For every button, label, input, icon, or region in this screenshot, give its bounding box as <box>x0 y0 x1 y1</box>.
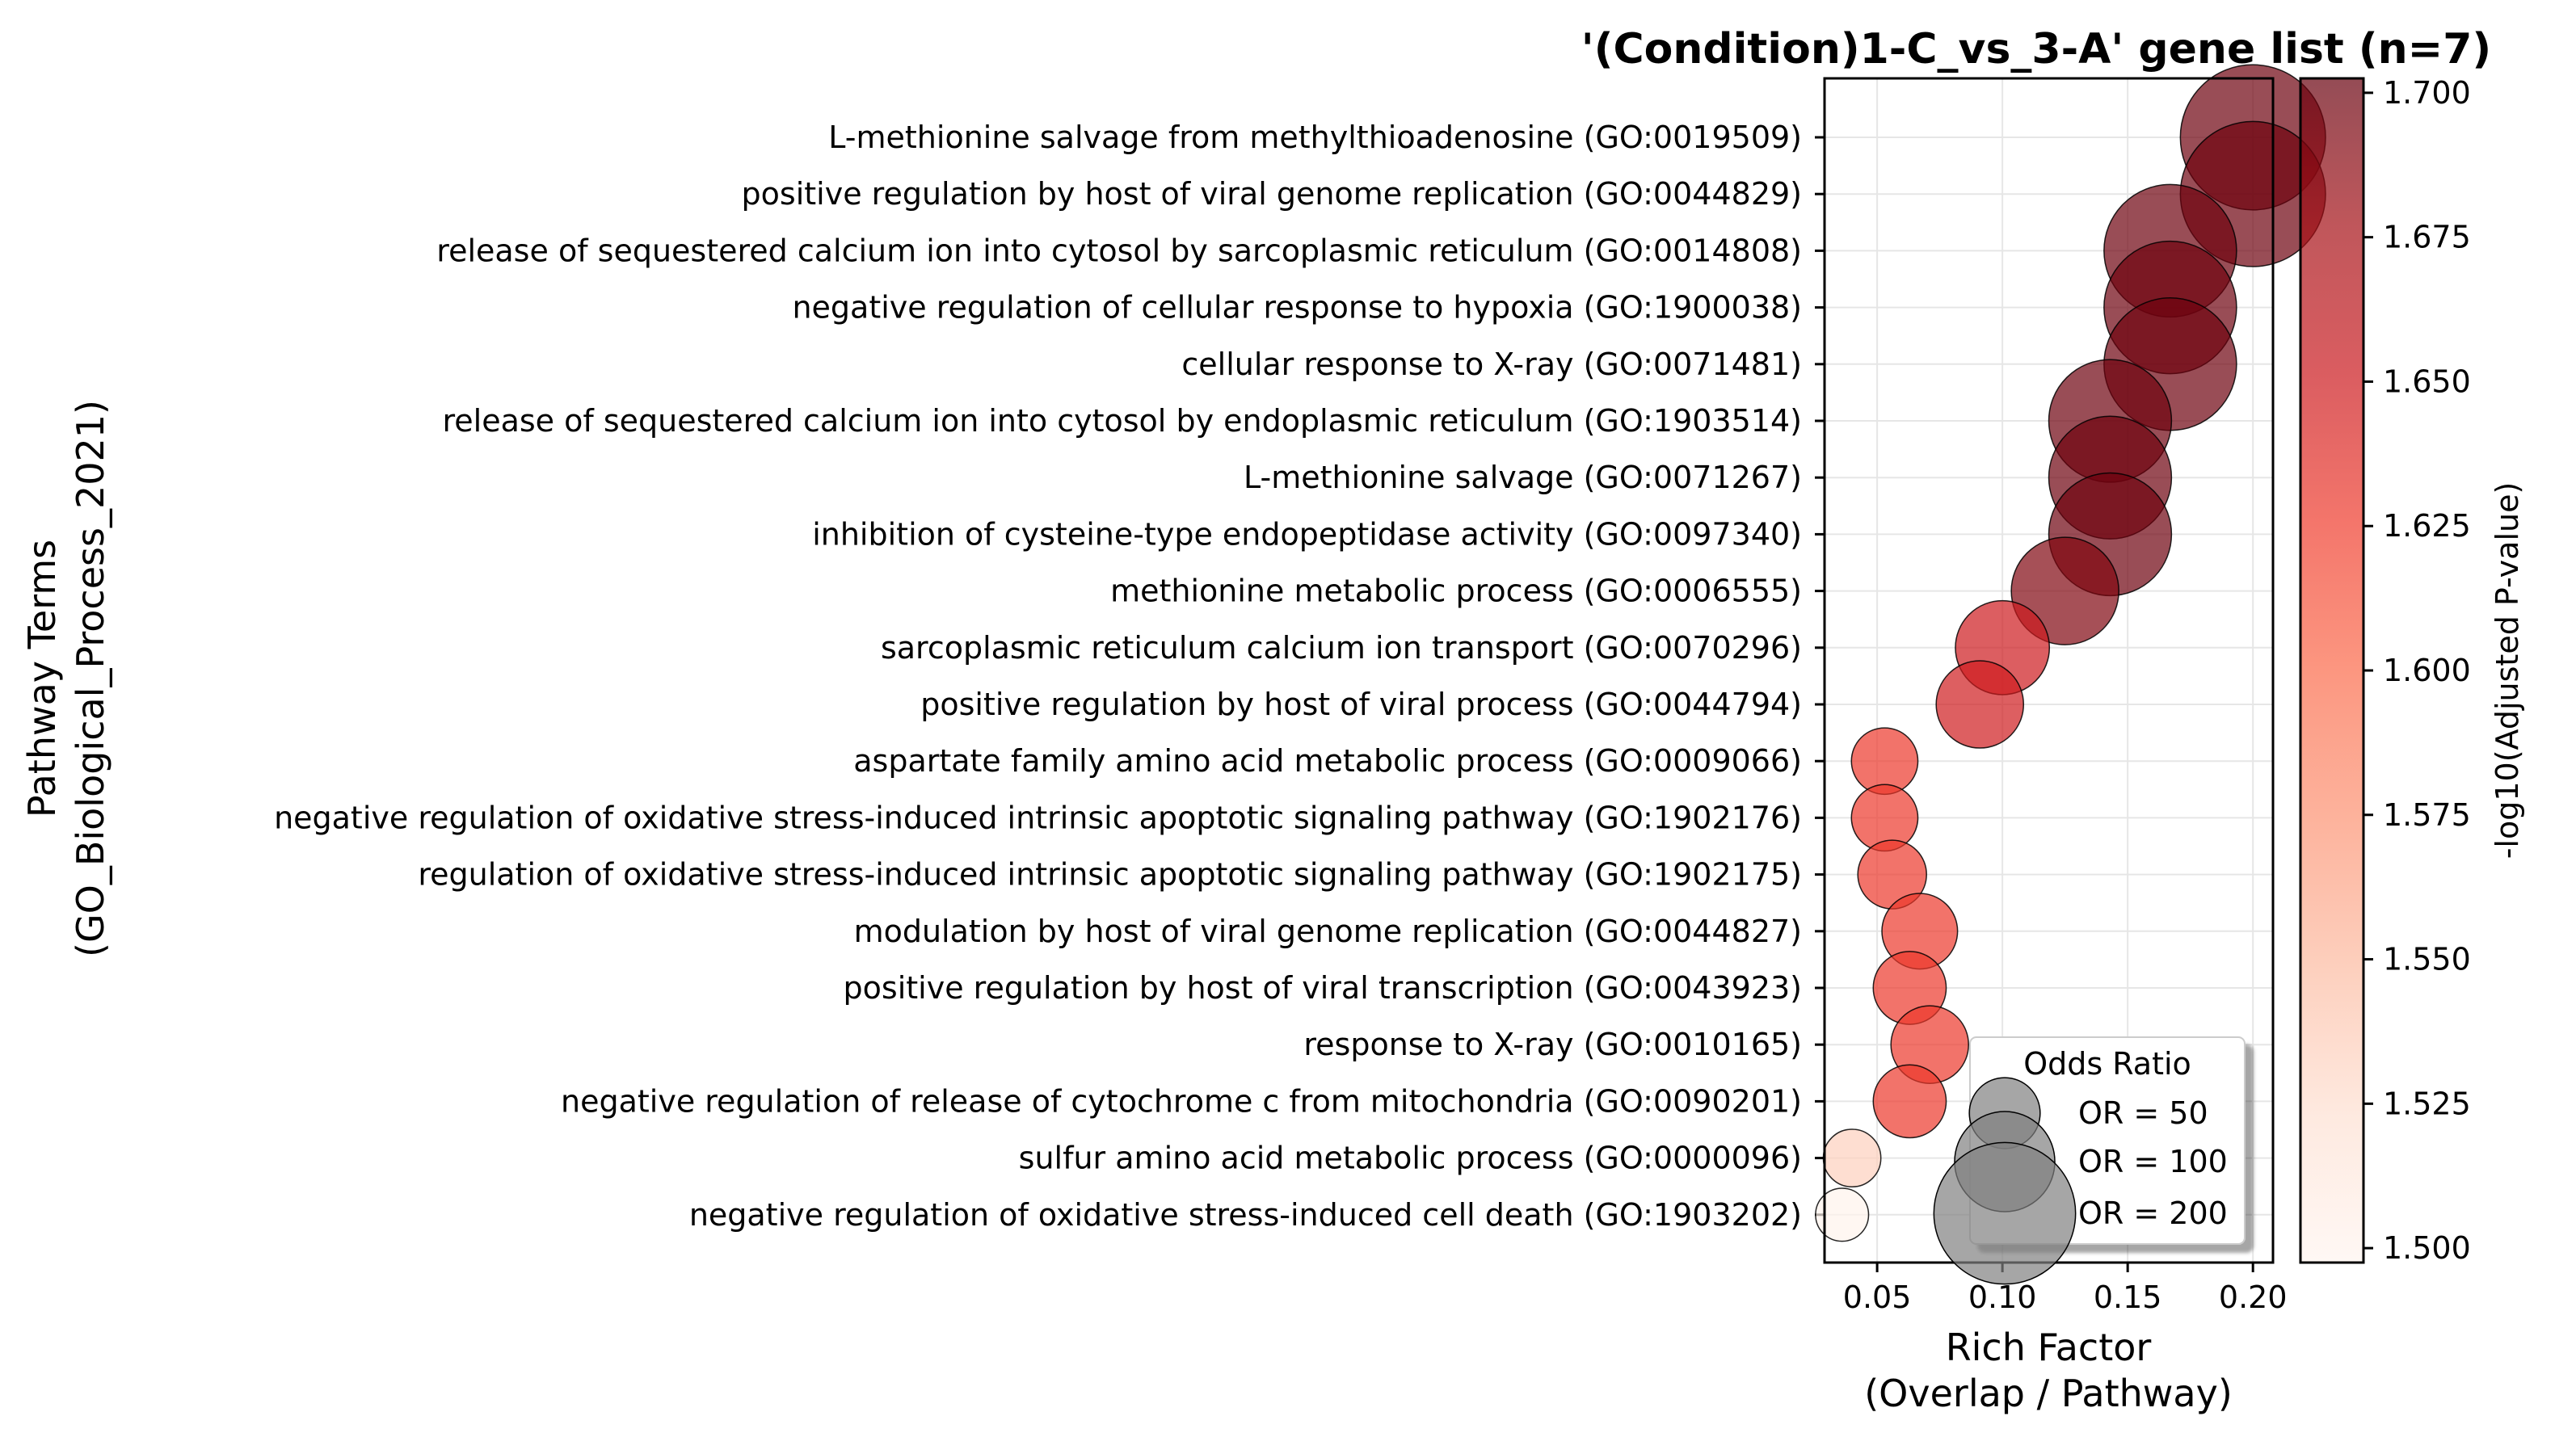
x-axis-ticks: 0.05 0.10 0.15 0.20 <box>1843 1263 2288 1315</box>
y-axis-title: Pathway Terms (GO_Biological_Process_202… <box>20 400 112 957</box>
pathway-term-label: modulation by host of viral genome repli… <box>854 914 1802 949</box>
data-point <box>1935 660 2025 749</box>
size-legend-marker <box>1933 1141 2077 1285</box>
x-axis-title-line-2: (Overlap / Pathway) <box>1864 1372 2233 1415</box>
pathway-term-label: negative regulation of oxidative stress-… <box>274 800 1802 835</box>
pathway-term-label: sarcoplasmic reticulum calcium ion trans… <box>881 630 1802 666</box>
pathway-term-label: aspartate family amino acid metabolic pr… <box>853 743 1802 779</box>
size-legend-entries: OR = 50 OR = 100 OR = 200 <box>1933 1077 2228 1285</box>
colorbar-tick-label: 1.650 <box>2383 364 2471 399</box>
colorbar-tick-label: 1.525 <box>2383 1086 2471 1121</box>
colorbar-tick-label: 1.500 <box>2383 1230 2471 1266</box>
size-legend-label: OR = 200 <box>2078 1196 2228 1231</box>
pathway-term-label: L-methionine salvage from methylthioaden… <box>828 120 1802 155</box>
pathway-term-label: positive regulation by host of viral gen… <box>742 176 1802 212</box>
pathway-term-label: response to X-ray (GO:0010165) <box>1303 1027 1802 1062</box>
y-axis-title-line-1: Pathway Terms <box>20 540 64 817</box>
pathway-term-label: negative regulation of release of cytoch… <box>561 1083 1802 1119</box>
size-legend-title: Odds Ratio <box>2023 1046 2191 1082</box>
pathway-term-label: release of sequestered calcium ion into … <box>436 233 1802 268</box>
pathway-term-label: inhibition of cysteine-type endopeptidas… <box>812 516 1802 552</box>
data-points <box>1815 64 2326 1242</box>
pathway-term-label: sulfur amino acid metabolic process (GO:… <box>1019 1141 1802 1176</box>
y-axis-ticks: L-methionine salvage from methylthioaden… <box>274 120 1825 1233</box>
pathway-term-label: negative regulation of cellular response… <box>792 290 1802 326</box>
x-axis-title-line-1: Rich Factor <box>1946 1326 2152 1369</box>
colorbar-tick-label: 1.575 <box>2383 797 2471 833</box>
pathway-term-label: regulation of oxidative stress-induced i… <box>418 857 1802 893</box>
colorbar-gradient <box>2300 78 2363 1263</box>
pathway-term-label: L-methionine salvage (GO:0071267) <box>1244 460 1802 495</box>
pathway-term-label: negative regulation of oxidative stress-… <box>689 1197 1802 1233</box>
data-point <box>1822 1128 1882 1187</box>
colorbar-tick-label: 1.625 <box>2383 508 2471 544</box>
colorbar-tick-label: 1.700 <box>2383 75 2471 111</box>
colorbar-ticks: 1.500 1.525 1.550 1.575 1.600 1.625 1.650 1.675… <box>2363 75 2471 1266</box>
x-tick-label: 0.15 <box>2094 1280 2162 1315</box>
colorbar-tick-label: 1.600 <box>2383 653 2471 688</box>
colorbar: 1.500 1.525 1.550 1.575 1.600 1.625 1.650 1.675… <box>2299 75 2525 1266</box>
pathway-term-label: methionine metabolic process (GO:0006555… <box>1110 574 1802 609</box>
x-tick-label: 0.20 <box>2219 1280 2288 1315</box>
chart-title: '(Condition)1-C_vs_3-A' gene list (n=7) <box>1581 25 2491 74</box>
y-axis-title-line-2: (GO_Biological_Process_2021) <box>69 400 112 957</box>
colorbar-title: -log10(Adjusted P-value) <box>2490 482 2525 859</box>
size-legend-label: OR = 100 <box>2078 1144 2228 1179</box>
colorbar-tick-label: 1.550 <box>2383 942 2471 977</box>
x-tick-label: 0.10 <box>1968 1280 2037 1315</box>
size-legend: Odds Ratio OR = 50 OR = 100 OR = 200 <box>1933 1036 2246 1285</box>
size-legend-label: OR = 50 <box>2078 1095 2208 1131</box>
colorbar-tick-label: 1.675 <box>2383 220 2471 255</box>
x-tick-label: 0.05 <box>1843 1280 1912 1315</box>
data-point <box>1815 1187 1870 1242</box>
pathway-term-label: positive regulation by host of viral tra… <box>844 970 1802 1006</box>
pathway-term-label: positive regulation by host of viral pro… <box>920 687 1802 722</box>
pathway-term-label: release of sequestered calcium ion into … <box>442 403 1802 439</box>
data-point <box>1872 1064 1947 1139</box>
pathway-term-label: cellular response to X-ray (GO:0071481) <box>1181 347 1802 382</box>
